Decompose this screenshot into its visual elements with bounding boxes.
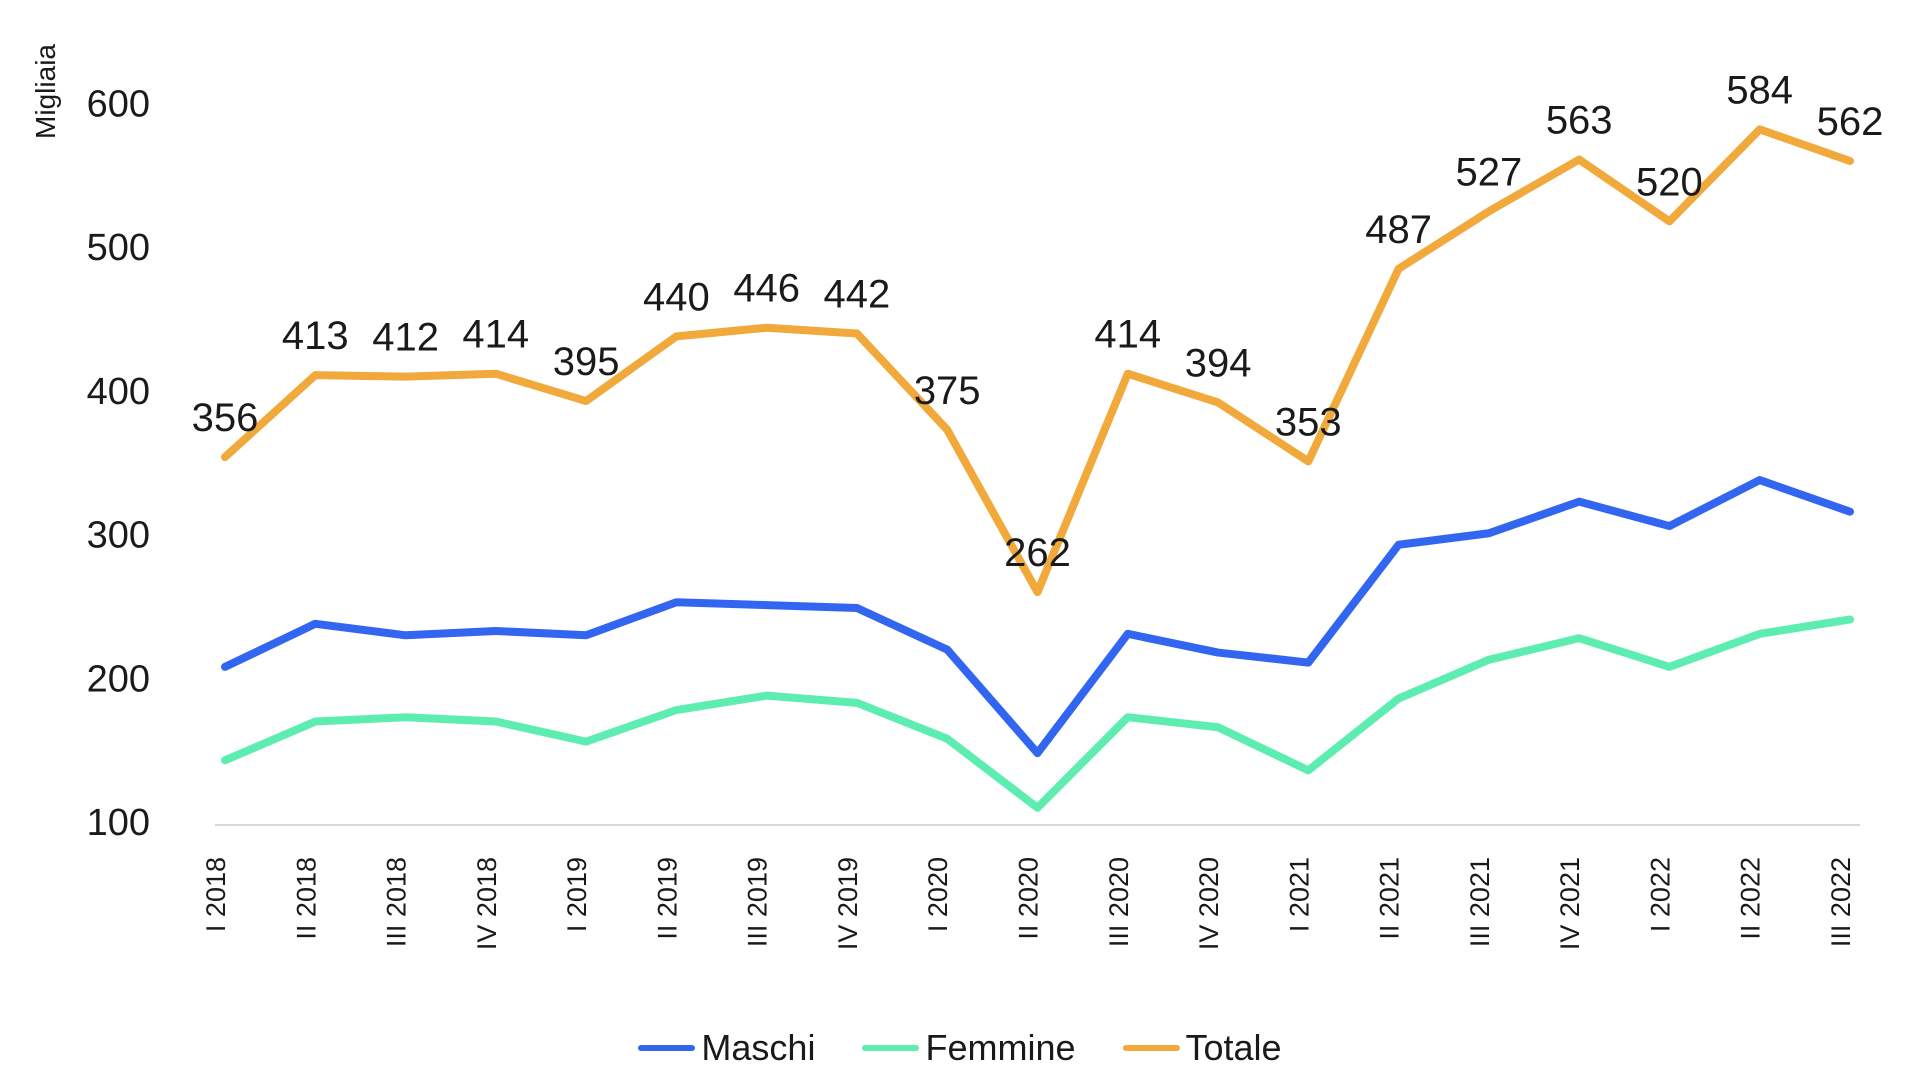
- svg-text:IV 2019: IV 2019: [833, 857, 863, 950]
- svg-text:III 2018: III 2018: [382, 857, 412, 947]
- svg-text:IV 2020: IV 2020: [1194, 857, 1224, 950]
- svg-text:353: 353: [1275, 400, 1342, 444]
- svg-text:527: 527: [1456, 150, 1523, 194]
- svg-text:400: 400: [87, 371, 150, 413]
- svg-text:III 2021: III 2021: [1465, 857, 1495, 947]
- svg-text:200: 200: [87, 658, 150, 700]
- svg-text:IV 2021: IV 2021: [1555, 857, 1585, 950]
- svg-text:III 2022: III 2022: [1826, 857, 1856, 947]
- svg-text:500: 500: [87, 227, 150, 269]
- svg-text:442: 442: [824, 273, 891, 317]
- svg-text:100: 100: [87, 802, 150, 844]
- svg-text:II 2020: II 2020: [1014, 857, 1044, 940]
- svg-text:I 2019: I 2019: [562, 857, 592, 932]
- svg-text:375: 375: [914, 369, 981, 413]
- svg-text:412: 412: [372, 316, 439, 360]
- svg-text:414: 414: [462, 313, 529, 357]
- svg-text:262: 262: [1004, 531, 1071, 575]
- svg-text:II 2022: II 2022: [1736, 857, 1766, 940]
- svg-text:III 2019: III 2019: [743, 857, 773, 947]
- svg-text:II 2019: II 2019: [652, 857, 682, 940]
- svg-text:446: 446: [733, 267, 800, 311]
- svg-text:I 2022: I 2022: [1645, 857, 1675, 932]
- svg-text:487: 487: [1365, 208, 1432, 252]
- svg-text:II 2018: II 2018: [291, 857, 321, 940]
- svg-text:413: 413: [282, 314, 349, 358]
- svg-text:356: 356: [192, 396, 259, 440]
- svg-text:II 2021: II 2021: [1375, 857, 1405, 940]
- svg-text:600: 600: [87, 83, 150, 125]
- svg-text:III 2020: III 2020: [1104, 857, 1134, 947]
- svg-text:584: 584: [1726, 68, 1793, 112]
- svg-text:IV 2018: IV 2018: [472, 857, 502, 950]
- svg-text:I 2021: I 2021: [1284, 857, 1314, 932]
- svg-text:563: 563: [1546, 99, 1613, 143]
- svg-text:562: 562: [1817, 100, 1884, 144]
- svg-text:300: 300: [87, 515, 150, 557]
- svg-text:394: 394: [1185, 342, 1252, 386]
- svg-text:520: 520: [1636, 160, 1703, 204]
- svg-text:440: 440: [643, 275, 710, 319]
- svg-text:I 2020: I 2020: [923, 857, 953, 932]
- svg-text:414: 414: [1094, 313, 1161, 357]
- svg-text:I 2018: I 2018: [201, 857, 231, 932]
- svg-text:395: 395: [553, 340, 620, 384]
